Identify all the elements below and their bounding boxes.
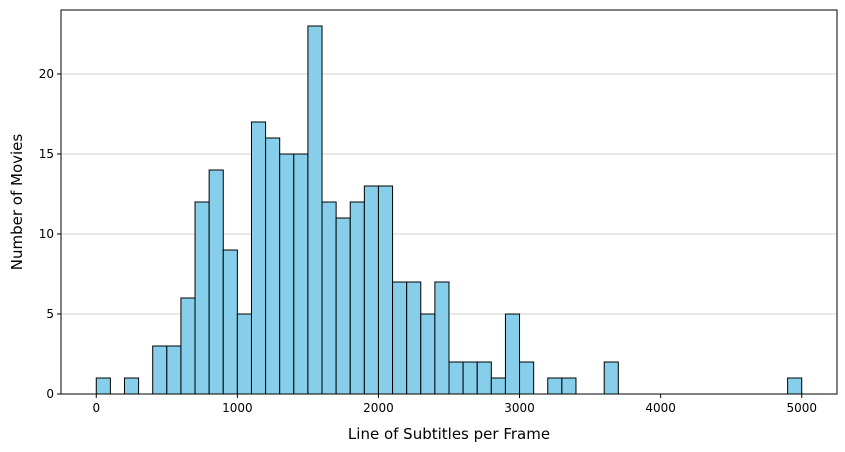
x-tick-label: 3000 [504,401,535,415]
histogram-bar [462,361,478,395]
histogram-bar [392,281,408,395]
histogram-bar [265,137,281,395]
histogram-bar [476,361,492,395]
bars [95,25,803,395]
histogram-bar [561,377,577,395]
histogram-bar [222,249,238,395]
x-tick-label: 0 [92,401,100,415]
histogram-bar [787,377,803,395]
histogram-bar [547,377,563,395]
x-tick-label: 5000 [786,401,817,415]
y-tick-label: 15 [39,147,54,161]
histogram-bar [279,153,295,395]
x-axis-ticks: 0 1000 2000 3000 4000 5000 [92,394,817,415]
histogram-bar [123,377,140,395]
y-tick-label: 20 [39,67,54,81]
histogram-bar [434,281,450,395]
histogram-bar [236,313,252,395]
y-tick-label: 10 [39,227,54,241]
histogram-bar [377,185,394,395]
plot-frame [60,9,838,395]
histogram-bar [420,313,436,395]
y-axis-label: Number of Movies [8,134,26,271]
x-axis-label: Line of Subtitles per Frame [348,425,550,443]
histogram-bar [208,169,224,395]
histogram-bar [321,201,337,395]
histogram-bar [519,361,535,395]
histogram-bar [293,153,309,395]
x-tick-label: 1000 [222,401,253,415]
histogram-bar [250,121,267,395]
histogram-bar [194,201,210,395]
histogram-bar [349,201,365,395]
histogram-bar [363,185,379,395]
histogram-bar [166,345,182,395]
histogram-bar [307,25,323,395]
histogram-bar [180,297,196,395]
histogram-bar [603,361,619,395]
grid-lines [61,73,837,315]
histogram-bar [152,345,168,395]
histogram-bar [335,217,351,395]
y-axis-ticks: 0 5 10 15 20 [39,67,61,401]
histogram-bar [448,361,464,395]
x-tick-label: 4000 [645,401,676,415]
x-tick-label: 2000 [363,401,394,415]
histogram-bar [406,281,422,395]
histogram-bar [95,377,111,395]
histogram-bar [504,313,521,395]
y-tick-label: 0 [46,387,54,401]
histogram-bar [490,377,506,395]
y-tick-label: 5 [46,307,54,321]
